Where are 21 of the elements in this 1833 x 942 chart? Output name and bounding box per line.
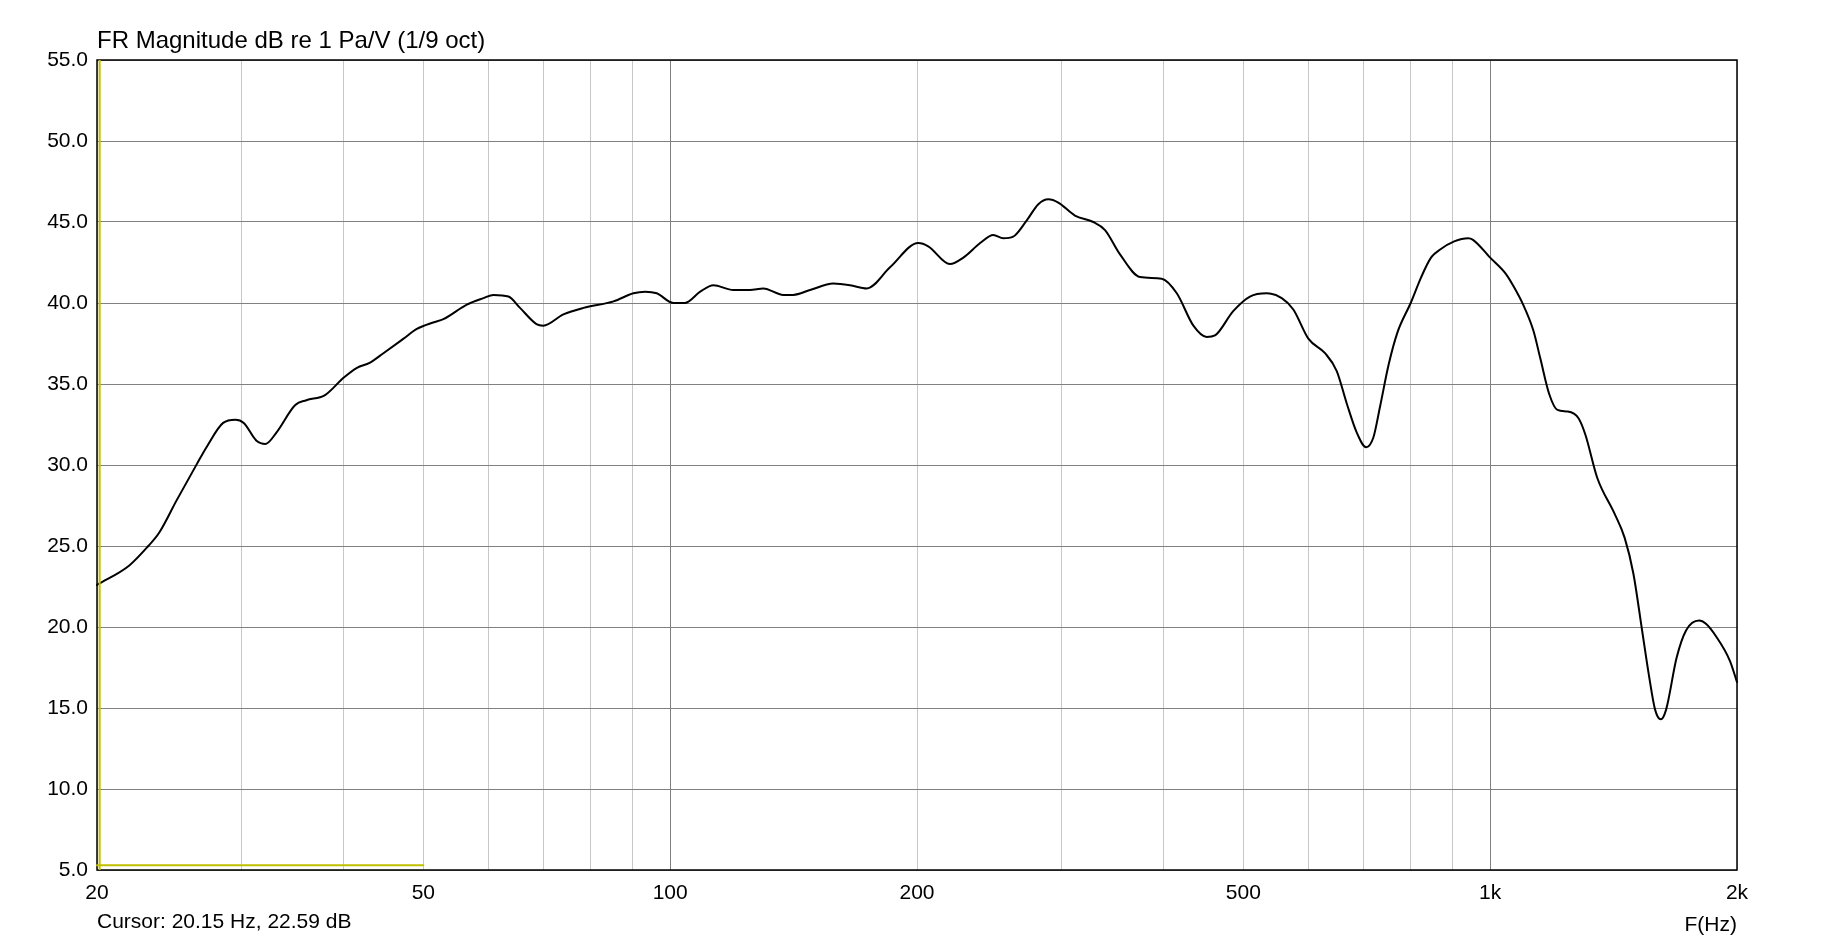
y-tick-label: 5.0 <box>58 856 88 880</box>
text: Cursor: 20.15 Hz, 22.59 dB <box>97 908 352 932</box>
y-tick-label: 30.0 <box>47 451 88 475</box>
x-tick-label: 100 <box>652 880 688 904</box>
x-tick-label: 50 <box>411 880 435 904</box>
x-tick-label: 500 <box>1225 880 1261 904</box>
x-tick-label: 1k <box>1479 880 1502 904</box>
chart-title: FR Magnitude dB re 1 Pa/V (1/9 oct) <box>97 25 486 53</box>
y-tick-label: 25.0 <box>47 532 88 556</box>
y-tick-label: 35.0 <box>47 370 88 394</box>
x-axis-title: F(Hz) <box>1684 911 1737 935</box>
y-tick-label: 50.0 <box>47 127 88 151</box>
y-tick-label: 45.0 <box>47 208 88 232</box>
y-tick-label: 20.0 <box>47 613 88 637</box>
y-tick-label: 15.0 <box>47 694 88 718</box>
x-tick-label: 20 <box>85 880 109 904</box>
y-tick-label: 10.0 <box>47 775 88 799</box>
x-tick-label: 2k <box>1725 880 1749 904</box>
y-tick-label: 40.0 <box>47 289 88 313</box>
y-tick-label: 55.0 <box>47 46 88 70</box>
x-tick-label: 200 <box>899 880 935 904</box>
